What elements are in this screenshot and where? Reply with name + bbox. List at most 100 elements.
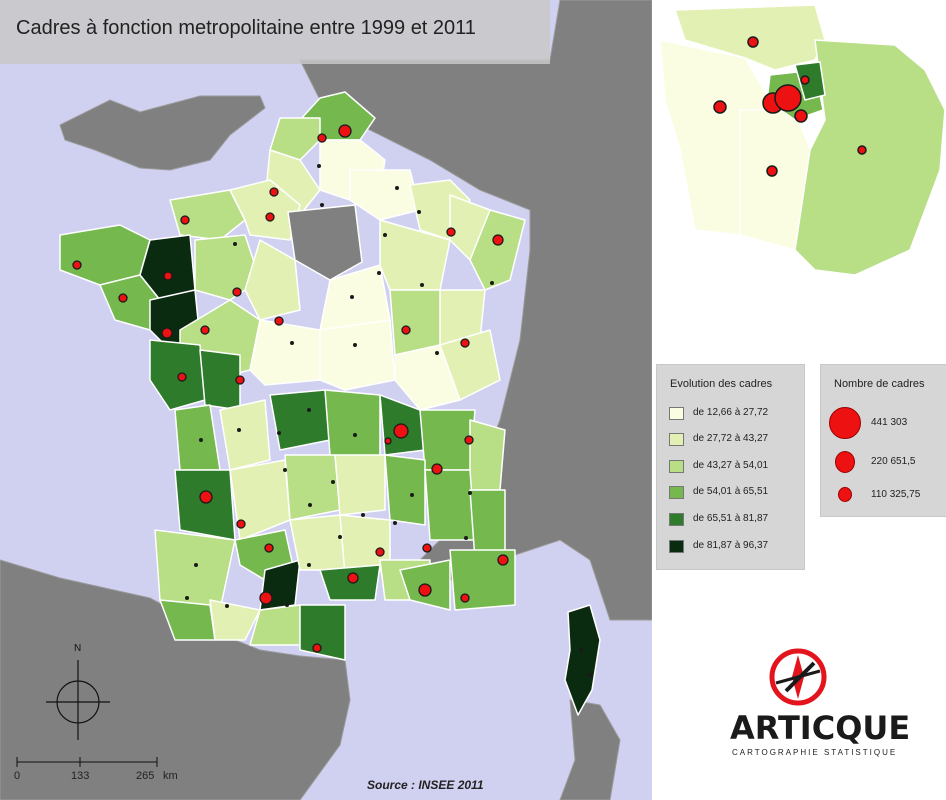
- symbol-marker: [317, 133, 327, 143]
- logo-needle-diagonal: [775, 669, 821, 685]
- symbol-marker: [265, 212, 275, 222]
- symbol-marseille: [418, 583, 432, 597]
- dept-saone-loire: [394, 344, 461, 411]
- logo-tagline: CARTOGRAPHIE STATISTIQUE: [732, 748, 898, 757]
- symbol-marker: [375, 547, 385, 557]
- swatch-6: [669, 540, 684, 553]
- dept-manche-calvados: [169, 189, 246, 241]
- symbol-montpellier: [347, 572, 359, 584]
- symbol-marker: [118, 293, 128, 303]
- symbol-marker: [163, 271, 173, 281]
- dept-haute-savoie: [469, 419, 506, 491]
- legend-class-label: de 54,01 à 65,51: [693, 486, 769, 497]
- dept-gironde: [174, 469, 236, 541]
- symbol-marker: [384, 437, 392, 445]
- dept-deux-sevres: [199, 349, 241, 411]
- inset-seine-st-denis: [794, 61, 826, 101]
- dept-indre-loire: [249, 319, 321, 386]
- scale-unit: km: [163, 770, 178, 782]
- legend-class-label: de 65,51 à 81,87: [693, 513, 769, 524]
- symbol-strasbourg: [492, 234, 504, 246]
- legend-count: Nombre de cadres 441 303 220 651,5 110 3…: [820, 364, 946, 517]
- symbol-marker: [180, 215, 190, 225]
- dept-hautes-pyrenees: [209, 599, 261, 641]
- map-title: Cadres à fonction metropolitaine entre 1…: [16, 17, 476, 39]
- inset-map: [655, 0, 946, 290]
- dept-ile-de-france-area: [287, 204, 363, 281]
- logo-emblem: [769, 648, 827, 706]
- symbol-marker: [269, 187, 279, 197]
- symbol-marker: [401, 325, 411, 335]
- dept-jura-doubs: [439, 329, 501, 401]
- symbol-marker: [177, 372, 187, 382]
- logo-ring: [769, 648, 827, 706]
- dept-pas-de-calais: [269, 117, 321, 161]
- size-circle-medium: [835, 451, 855, 473]
- legend-evolution: Evolution des cadres de 12,66 à 27,72 de…: [656, 364, 805, 570]
- swatch-2: [669, 433, 684, 446]
- symbol-marker: [264, 543, 274, 553]
- dept-eure-loir: [244, 239, 301, 321]
- dept-charente: [219, 399, 271, 471]
- symbol-marker: [72, 260, 82, 270]
- iberia-land: [0, 559, 351, 800]
- legend-evolution-title: Evolution des cadres: [670, 378, 773, 390]
- size-label: 220 651,5: [871, 456, 916, 467]
- title-bar: Cadres à fonction metropolitaine entre 1…: [0, 0, 550, 64]
- swatch-3: [669, 460, 684, 473]
- symbol-marker: [446, 227, 456, 237]
- inset-symbols: [713, 36, 867, 177]
- symbol-marker: [422, 543, 432, 553]
- size-label: 441 303: [871, 417, 908, 428]
- dept-alsace: [469, 209, 526, 291]
- symbol-lyon: [393, 423, 409, 439]
- legend-class-label: de 81,87 à 96,37: [693, 540, 769, 551]
- legend-class-label: de 43,27 à 54,01: [693, 460, 769, 471]
- foreign-land: [0, 0, 652, 800]
- north-arrow: [46, 660, 110, 740]
- size-circle-small: [838, 487, 852, 502]
- dept-vendee: [149, 339, 206, 411]
- symbol-marker: [200, 325, 210, 335]
- symbol-grenoble: [431, 463, 443, 475]
- logo-wordmark: ARTICQUE: [730, 709, 911, 747]
- scale-label-133: 133: [71, 770, 90, 782]
- symbol-marker: [460, 593, 470, 603]
- source-note: Source : INSEE 2011: [367, 778, 484, 792]
- scale-label-0: 0: [14, 770, 21, 782]
- symbol-marker: [464, 435, 474, 445]
- symbol-marker: [232, 287, 242, 297]
- dept-landes: [154, 529, 236, 611]
- inset-seine-marne: [794, 39, 946, 276]
- north-label: N: [74, 643, 81, 654]
- size-label: 110 325,75: [871, 489, 921, 500]
- map-canvas: N: [0, 0, 652, 800]
- dept-pyrenees-orientales: [299, 604, 346, 661]
- symbol-marker: [274, 316, 284, 326]
- uk-land: [59, 95, 266, 171]
- legend-class-label: de 27,72 à 43,27: [693, 433, 769, 444]
- swatch-4: [669, 486, 684, 499]
- dept-cantal: [334, 454, 386, 516]
- dept-corse: [564, 604, 601, 716]
- main-map: N Cadres à fonction metropolitaine entre…: [0, 0, 652, 800]
- symbol-layer: [72, 124, 509, 653]
- sardinia-land: [559, 699, 621, 800]
- symbol-nice: [497, 554, 509, 566]
- symbol-marker: [460, 338, 470, 348]
- legend-count-title: Nombre de cadres: [834, 378, 925, 390]
- symbol-marker: [161, 327, 173, 339]
- symbol-marker: [312, 643, 322, 653]
- small-dot-layer: [185, 164, 592, 677]
- symbol-toulouse: [259, 591, 273, 605]
- dept-cote-or: [389, 289, 441, 356]
- symbol-marker: [236, 519, 246, 529]
- swatch-5: [669, 513, 684, 526]
- dept-haute-vienne: [269, 389, 331, 451]
- dept-aveyron: [289, 514, 346, 571]
- dept-isere-drome: [424, 469, 476, 541]
- swatch-1: [669, 407, 684, 420]
- dept-cher-nievre: [319, 319, 396, 391]
- inset-canvas: [659, 4, 946, 276]
- symbol-lille: [338, 124, 352, 138]
